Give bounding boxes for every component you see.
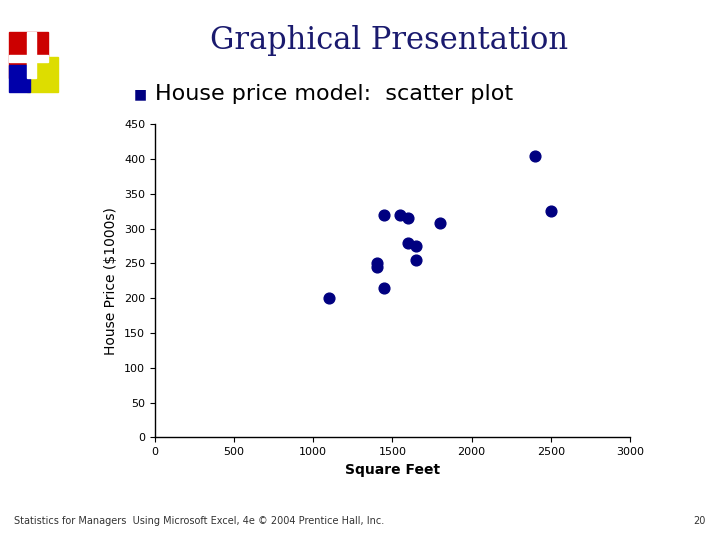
Point bbox=[402, 238, 414, 247]
Text: 20: 20 bbox=[693, 516, 706, 526]
Point bbox=[371, 259, 382, 268]
Point bbox=[379, 211, 390, 219]
Text: ■: ■ bbox=[134, 87, 147, 102]
Y-axis label: House Price ($1000s): House Price ($1000s) bbox=[104, 207, 118, 355]
Text: Graphical Presentation: Graphical Presentation bbox=[210, 25, 568, 56]
Point bbox=[323, 294, 335, 302]
Point bbox=[434, 219, 446, 227]
Point bbox=[402, 214, 414, 222]
Point bbox=[410, 255, 422, 264]
Text: House price model:  scatter plot: House price model: scatter plot bbox=[155, 84, 513, 105]
Text: Statistics for Managers  Using Microsoft Excel, 4e © 2004 Prentice Hall, Inc.: Statistics for Managers Using Microsoft … bbox=[14, 516, 384, 526]
Point bbox=[545, 207, 557, 215]
Point bbox=[529, 151, 541, 160]
Point bbox=[371, 262, 382, 271]
Point bbox=[410, 242, 422, 251]
Point bbox=[379, 284, 390, 292]
Point bbox=[395, 211, 406, 219]
X-axis label: Square Feet: Square Feet bbox=[345, 463, 440, 477]
